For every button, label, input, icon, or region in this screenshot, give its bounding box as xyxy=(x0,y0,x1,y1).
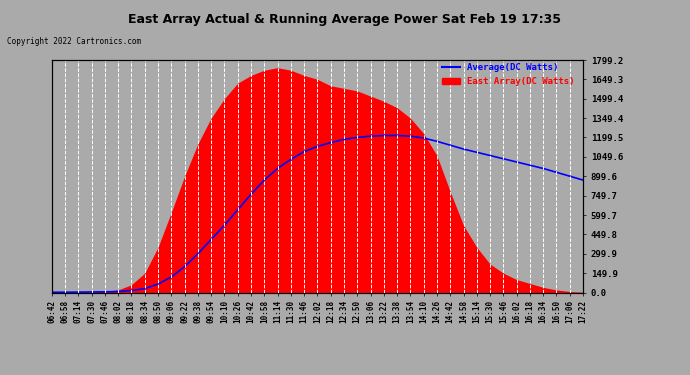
Text: East Array Actual & Running Average Power Sat Feb 19 17:35: East Array Actual & Running Average Powe… xyxy=(128,13,562,26)
Legend: Average(DC Watts), East Array(DC Watts): Average(DC Watts), East Array(DC Watts) xyxy=(439,60,578,90)
Text: Copyright 2022 Cartronics.com: Copyright 2022 Cartronics.com xyxy=(7,38,141,46)
